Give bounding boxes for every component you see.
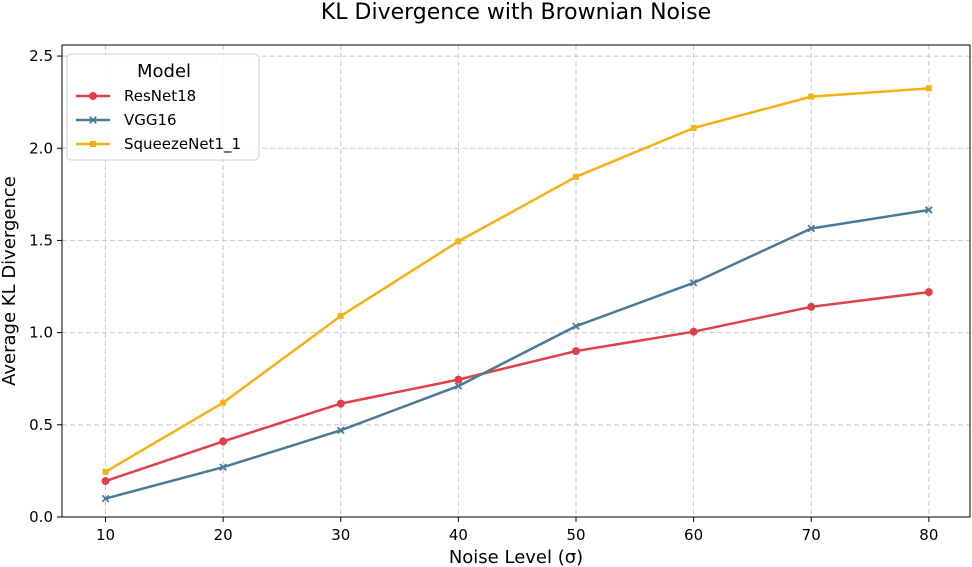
data-point (337, 313, 344, 320)
series-line (104, 208, 931, 500)
data-point (102, 468, 109, 475)
y-tick-label: 2.5 (29, 47, 53, 65)
x-tick-label: 20 (214, 526, 233, 544)
legend-label: SqueezeNet1_1 (124, 135, 241, 154)
plot-area (101, 85, 933, 503)
legend-label: ResNet18 (124, 87, 196, 105)
legend-entry-resnet18: ResNet18 (76, 87, 196, 105)
data-point (219, 463, 227, 472)
data-point (808, 93, 815, 100)
legend: Model ResNet18 VGG16 SqueezeNet1_1 (66, 53, 260, 161)
legend-marker (90, 141, 96, 147)
data-point (101, 494, 110, 503)
data-point (336, 426, 345, 435)
data-point (925, 85, 932, 92)
plot-frame (61, 44, 971, 518)
data-point (807, 224, 816, 233)
data-point (336, 399, 345, 408)
series-line (104, 87, 931, 474)
y-tick-label: 1.0 (29, 324, 53, 342)
series-resnet18 (101, 288, 933, 486)
data-point (572, 173, 579, 180)
legend-marker (89, 92, 97, 100)
legend-title: Model (137, 61, 191, 82)
legend-entry-squeezenet1-1: SqueezeNet1_1 (76, 135, 241, 154)
y-tick-label: 2.0 (29, 139, 53, 157)
series-line (104, 290, 931, 483)
data-point (572, 322, 580, 331)
legend-marker (89, 116, 97, 124)
data-point (690, 124, 697, 131)
axis-ticks: 10 20 30 40 50 60 70 80 0.0 0.5 1.0 1.5 2.0 2.5 (29, 47, 938, 544)
data-point (454, 375, 463, 384)
chart-title: KL Divergence with Brownian Noise (321, 0, 711, 25)
legend-entry-vgg16: VGG16 (76, 111, 177, 129)
x-axis-label: Noise Level (σ) (449, 547, 583, 567)
legend-label: VGG16 (124, 111, 177, 129)
data-point (455, 238, 462, 245)
y-tick-label: 1.5 (29, 231, 53, 249)
x-tick-label: 70 (802, 526, 821, 544)
data-point (689, 327, 698, 336)
data-point (689, 279, 698, 287)
data-point (219, 437, 228, 446)
series-squeezenet1-1 (102, 85, 932, 475)
x-tick-label: 40 (449, 526, 468, 544)
legend-box (66, 53, 260, 161)
y-tick-label: 0.0 (29, 508, 53, 526)
x-tick-label: 60 (684, 526, 703, 544)
x-tick-label: 80 (919, 526, 938, 544)
data-point (571, 347, 580, 356)
data-point (454, 382, 463, 390)
data-point (807, 302, 816, 311)
x-tick-label: 30 (331, 526, 350, 544)
data-point (924, 206, 933, 214)
series-vgg16 (101, 206, 933, 503)
x-tick-label: 10 (96, 526, 115, 544)
x-tick-label: 50 (566, 526, 585, 544)
data-point (101, 477, 110, 486)
y-axis-label: Average KL Divergence (0, 176, 20, 386)
data-point (220, 399, 227, 406)
data-point (924, 288, 933, 297)
y-tick-label: 0.5 (29, 416, 53, 434)
